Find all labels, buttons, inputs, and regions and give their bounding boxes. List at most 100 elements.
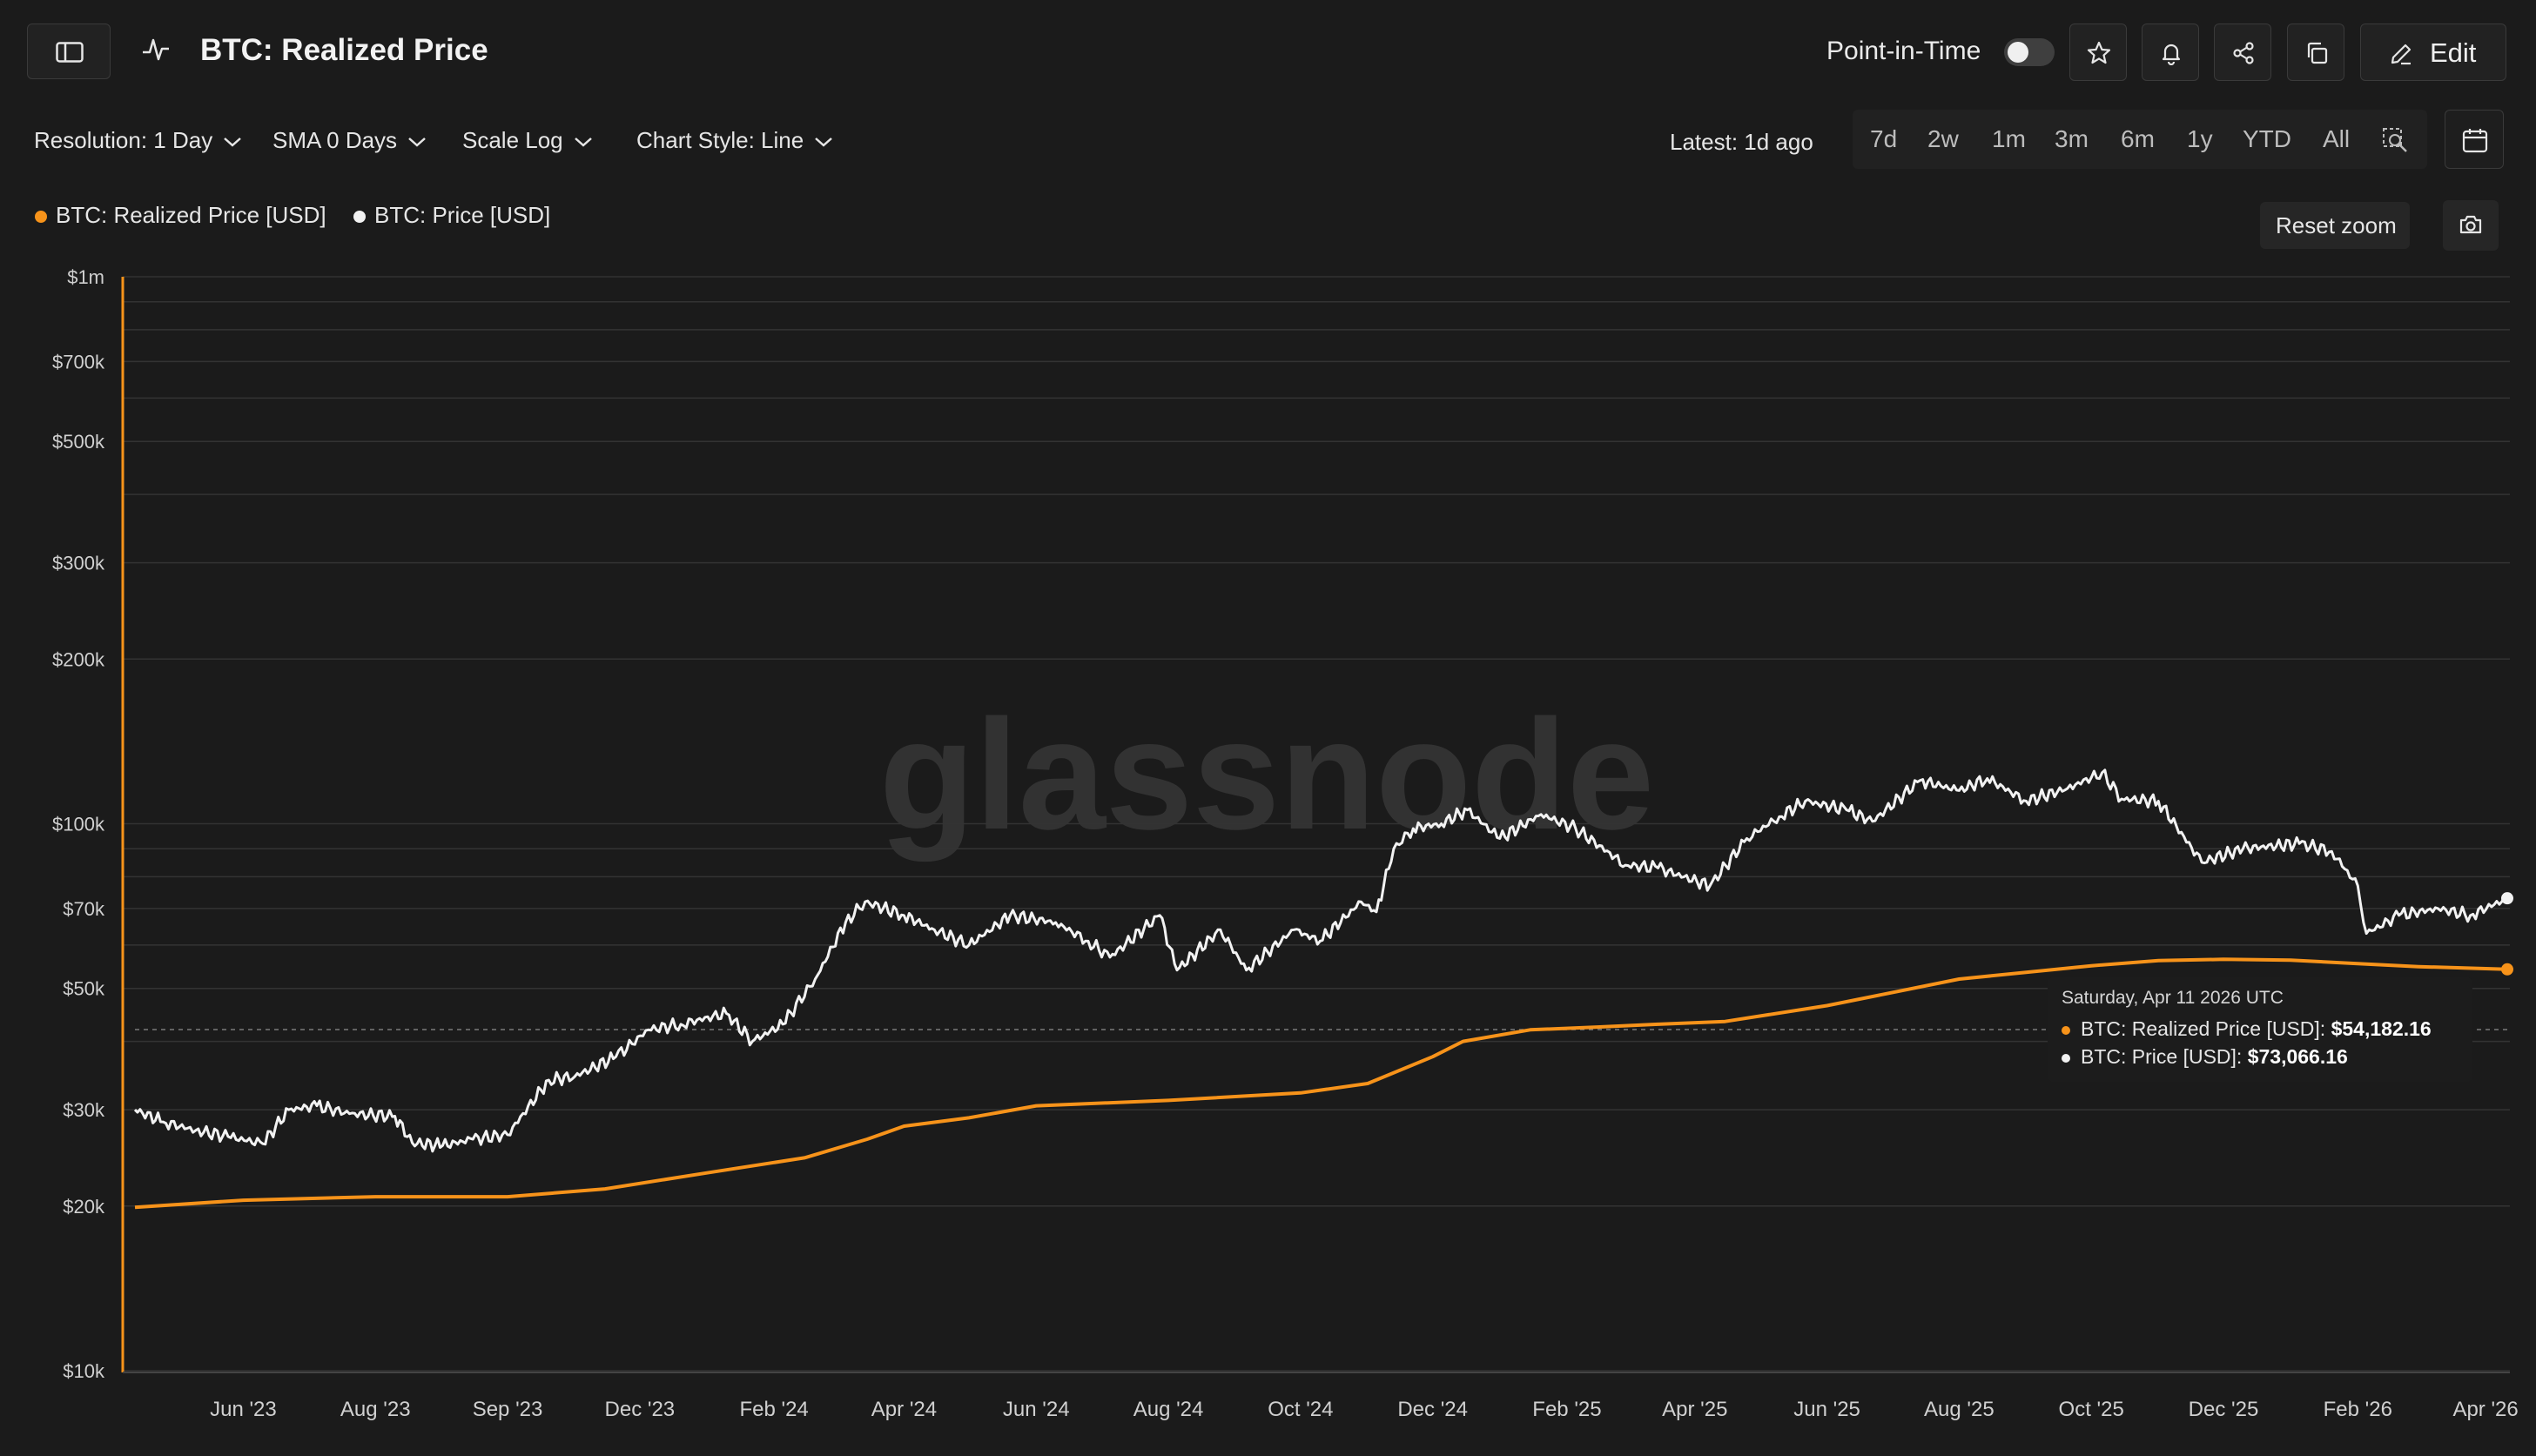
y-tick-label: $30k	[63, 1099, 105, 1121]
tooltip-value: $54,182.16	[2331, 1017, 2432, 1040]
x-tick-label: Aug '23	[340, 1398, 411, 1421]
legend-item-price[interactable]: BTC: Price [USD]	[353, 202, 550, 229]
price-marker	[2501, 892, 2513, 905]
tooltip-label: BTC: Price [USD]:	[2081, 1045, 2243, 1068]
sidebar-icon	[56, 42, 84, 63]
x-tick-label: Dec '23	[605, 1398, 676, 1421]
price-line	[133, 768, 2509, 1153]
edit-label: Edit	[2430, 37, 2477, 68]
orange-dot-icon	[35, 211, 47, 224]
edit-button[interactable]: Edit	[2360, 23, 2506, 81]
y-tick-label: $200k	[52, 648, 105, 670]
x-tick-label: Dec '24	[1397, 1398, 1468, 1421]
range-7d[interactable]: 7d	[1870, 125, 1898, 152]
range-3m[interactable]: 3m	[2055, 125, 2089, 152]
x-axis: Jun '23 Aug '23 Sep '23 Dec '23 Feb '24 Apr '…	[210, 1398, 2519, 1421]
chart-style-label: Chart Style: Line	[636, 127, 804, 153]
range-1y[interactable]: 1y	[2187, 125, 2213, 152]
chevron-down-icon	[815, 138, 833, 147]
tooltip-label: BTC: Realized Price [USD]:	[2081, 1017, 2326, 1040]
top-toolbar: BTC: Realized Price Point-in-Time Edit	[0, 0, 2536, 103]
series-lines	[133, 768, 2509, 1210]
y-axis: $10k $20k $30k $50k $70k $100k $200k $300k $500k…	[52, 266, 105, 1382]
white-dot-icon	[2062, 1053, 2070, 1063]
legend-label: BTC: Price [USD]	[374, 202, 551, 228]
camera-icon	[2459, 215, 2482, 234]
sma-dropdown[interactable]: SMA 0 Days	[272, 127, 427, 154]
legend-item-realized-price[interactable]: BTC: Realized Price [USD]	[35, 202, 326, 229]
scale-dropdown[interactable]: Scale Log	[462, 127, 593, 154]
sma-label: SMA 0 Days	[272, 127, 398, 153]
chevron-down-icon	[574, 138, 592, 147]
reset-zoom-button[interactable]: Reset zoom	[2260, 202, 2410, 249]
y-tick-label: $20k	[63, 1196, 105, 1218]
reset-zoom-label: Reset zoom	[2276, 212, 2397, 238]
bell-icon	[2162, 44, 2181, 65]
realized-price-marker	[2501, 963, 2513, 976]
screenshot-button[interactable]	[2443, 200, 2499, 251]
x-tick-label: Oct '25	[2059, 1398, 2124, 1421]
x-tick-label: Aug '25	[1924, 1398, 1994, 1421]
chevron-down-icon	[408, 138, 426, 147]
point-in-time-label: Point-in-Time	[1826, 37, 1981, 65]
x-tick-label: Jun '25	[1793, 1398, 1860, 1421]
y-tick-label: $500k	[52, 431, 105, 453]
range-2w[interactable]: 2w	[1927, 125, 1959, 152]
y-tick-label: $100k	[52, 814, 105, 835]
pencil-icon	[2391, 44, 2412, 65]
y-tick-label: $300k	[52, 553, 105, 574]
range-ytd[interactable]: YTD	[2243, 125, 2291, 152]
x-tick-label: Apr '25	[1662, 1398, 1727, 1421]
metric-icon	[143, 38, 169, 61]
y-tick-label: $70k	[63, 898, 105, 920]
legend-label: BTC: Realized Price [USD]	[56, 202, 326, 228]
realized-price-line	[134, 957, 2508, 1210]
range-selector: 7d 2w 1m 3m 6m 1y YTD All	[1853, 110, 2427, 169]
range-6m[interactable]: 6m	[2121, 125, 2155, 152]
x-tick-label: Sep '23	[473, 1398, 543, 1421]
star-icon	[2087, 41, 2111, 64]
y-tick-label: $10k	[63, 1360, 105, 1382]
page-title: BTC: Realized Price	[200, 33, 488, 67]
x-tick-label: Jun '24	[1003, 1398, 1070, 1421]
tooltip-value: $73,066.16	[2247, 1045, 2348, 1068]
copy-icon	[2307, 42, 2328, 64]
point-in-time-toggle[interactable]	[2004, 38, 2055, 66]
resolution-dropdown[interactable]: Resolution: 1 Day	[34, 127, 242, 154]
white-dot-icon	[353, 211, 366, 224]
x-tick-label: Jun '23	[210, 1398, 277, 1421]
grid-lines	[123, 276, 2510, 1372]
scale-label: Scale Log	[462, 127, 563, 153]
x-tick-label: Feb '25	[1532, 1398, 1601, 1421]
calendar-icon	[2462, 129, 2488, 153]
toggle-knob	[2008, 42, 2028, 63]
chart-style-dropdown[interactable]: Chart Style: Line	[636, 127, 833, 154]
x-tick-label: Oct '24	[1268, 1398, 1333, 1421]
orange-dot-icon	[2062, 1025, 2070, 1035]
range-1m[interactable]: 1m	[1992, 125, 2026, 152]
range-all[interactable]: All	[2323, 125, 2351, 152]
zoom-select-icon[interactable]	[2382, 127, 2410, 155]
duplicate-button[interactable]	[2287, 23, 2344, 81]
tooltip-date: Saturday, Apr 11 2026 UTC	[2062, 988, 2284, 1008]
x-tick-label: Feb '26	[2324, 1398, 2392, 1421]
x-tick-label: Feb '24	[739, 1398, 808, 1421]
chevron-down-icon	[224, 138, 242, 147]
sidebar-toggle-button[interactable]	[27, 23, 111, 79]
tooltip-row-realized: BTC: Realized Price [USD]: $54,182.16	[2062, 1017, 2432, 1041]
resolution-label: Resolution: 1 Day	[34, 127, 213, 153]
chart-area[interactable]: glassnode $10k $20k $30k $50k $70k $100k $200k…	[0, 252, 2536, 1456]
x-tick-label: Dec '25	[2189, 1398, 2259, 1421]
watermark: glassnode	[879, 688, 1654, 862]
x-tick-label: Aug '24	[1133, 1398, 1204, 1421]
y-tick-label: $700k	[52, 351, 105, 372]
latest-update: Latest: 1d ago	[1670, 129, 1813, 155]
tooltip-row-price: BTC: Price [USD]: $73,066.16	[2062, 1045, 2348, 1069]
share-button[interactable]	[2214, 23, 2271, 81]
y-tick-label: $50k	[63, 978, 105, 1000]
x-tick-label: Apr '24	[871, 1398, 937, 1421]
favorite-button[interactable]	[2069, 23, 2127, 81]
date-range-button[interactable]	[2445, 110, 2504, 169]
alert-button[interactable]	[2142, 23, 2199, 81]
x-tick-label: Apr '26	[2452, 1398, 2518, 1421]
